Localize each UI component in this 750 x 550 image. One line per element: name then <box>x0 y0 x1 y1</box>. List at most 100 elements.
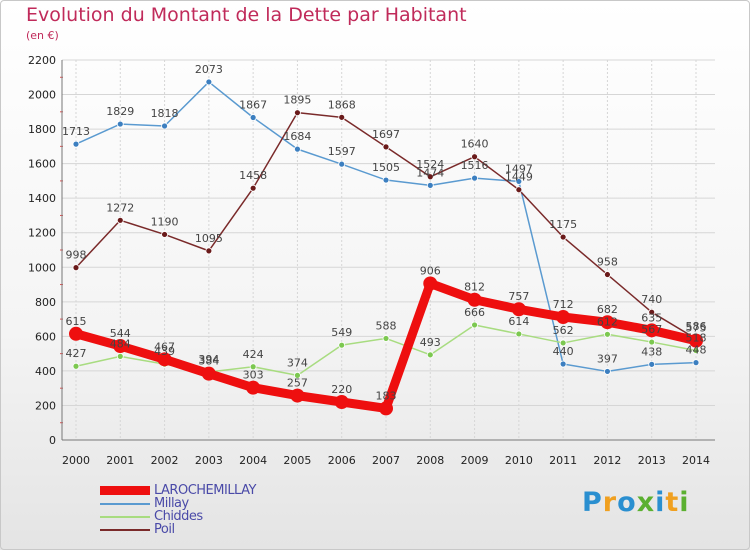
data-point <box>600 315 615 330</box>
data-point <box>511 302 526 317</box>
x-tick-label: 2013 <box>638 454 666 467</box>
data-point <box>69 326 83 341</box>
data-point <box>382 335 390 342</box>
legend-swatch <box>100 515 150 518</box>
data-label: 906 <box>420 265 441 278</box>
data-label: 682 <box>597 303 618 316</box>
data-label: 1458 <box>239 169 267 182</box>
data-point <box>515 330 523 338</box>
logo-letter: x <box>636 487 656 518</box>
x-tick-label: 2002 <box>151 454 179 467</box>
y-tick-label: 1400 <box>28 192 56 205</box>
legend-item: Chiddes <box>100 510 256 523</box>
data-label: 567 <box>641 323 662 336</box>
logo-letter: i <box>655 487 666 518</box>
data-point <box>246 380 261 395</box>
line-chart: 0 200 400 600 800 1000 1200 1400 1600 1800 2000 220… <box>28 54 715 467</box>
data-point <box>338 113 346 121</box>
data-point <box>559 360 567 368</box>
data-label: 518 <box>686 332 707 345</box>
data-label: 666 <box>464 306 485 319</box>
data-label: 612 <box>597 315 618 328</box>
data-point <box>249 114 257 121</box>
data-label: 1684 <box>283 130 311 143</box>
axes <box>60 60 715 441</box>
data-point <box>249 184 257 192</box>
legend-swatch <box>100 486 150 495</box>
data-point <box>426 351 434 359</box>
data-label: 1818 <box>151 107 179 120</box>
data-point <box>116 352 124 360</box>
y-tick-label: 400 <box>35 365 56 378</box>
data-point <box>471 153 478 161</box>
x-tick-label: 2010 <box>505 454 533 467</box>
data-point <box>648 308 656 316</box>
series-layer <box>69 78 703 416</box>
data-point <box>515 178 523 185</box>
data-label: 2073 <box>195 63 223 76</box>
y-tick-label: 0 <box>49 434 56 447</box>
data-label: 1713 <box>62 125 90 138</box>
data-point <box>161 122 168 130</box>
data-label: 1868 <box>328 98 356 111</box>
data-point <box>471 321 478 329</box>
data-label: 397 <box>597 352 618 365</box>
data-point <box>426 173 434 181</box>
data-label: 467 <box>154 340 175 353</box>
y-tick-label: 1200 <box>28 227 56 240</box>
legend-label: Millay <box>154 496 189 511</box>
y-tick-label: 2000 <box>28 89 56 102</box>
data-label: 220 <box>331 383 352 396</box>
data-label: 424 <box>243 348 264 361</box>
data-label: 427 <box>66 347 87 360</box>
data-point <box>116 216 124 224</box>
data-label: 562 <box>553 324 574 337</box>
data-label: 484 <box>110 337 131 350</box>
data-point <box>515 186 523 194</box>
x-tick-label: 2001 <box>106 454 134 467</box>
data-label: 586 <box>686 320 707 333</box>
data-label: 812 <box>464 281 485 294</box>
y-tick-label: 600 <box>35 330 56 343</box>
data-label: 1516 <box>461 159 489 172</box>
data-label: 257 <box>287 377 308 390</box>
legend-label: LAROCHEMILLAY <box>154 483 256 498</box>
data-point <box>604 271 611 278</box>
x-tick-label: 2005 <box>283 454 311 467</box>
data-label: 1272 <box>106 201 134 214</box>
logo-letter: P <box>582 487 603 518</box>
data-label: 374 <box>287 356 308 369</box>
data-label: 448 <box>686 344 707 357</box>
data-point <box>72 264 80 272</box>
x-tick-label: 2003 <box>195 454 223 467</box>
data-point <box>205 78 213 86</box>
x-tick-label: 2009 <box>461 454 489 467</box>
x-tick-label: 2007 <box>372 454 400 467</box>
data-point <box>471 174 478 182</box>
data-point <box>205 247 213 255</box>
x-axis-ticks: 2000 2001 2002 2003 2004 2005 2006 2007 2008 2009… <box>62 454 710 467</box>
legend-item: LAROCHEMILLAY <box>100 484 256 497</box>
y-tick-label: 200 <box>35 399 56 412</box>
data-label: 1867 <box>239 99 267 112</box>
data-label: 712 <box>553 298 574 311</box>
data-label: 1175 <box>549 218 577 231</box>
logo-letter: i <box>679 487 690 518</box>
data-label: 394 <box>198 353 219 366</box>
logo-letter: t <box>665 487 680 518</box>
data-point <box>72 140 80 148</box>
data-label: 1505 <box>372 161 400 174</box>
data-label: 1497 <box>505 162 533 175</box>
data-label: 1640 <box>461 138 489 151</box>
data-point <box>338 341 346 349</box>
data-point <box>113 339 128 354</box>
data-label: 757 <box>508 290 529 303</box>
legend-swatch <box>100 502 150 505</box>
data-label: 440 <box>553 345 574 358</box>
x-tick-label: 2000 <box>62 454 90 467</box>
data-label: 493 <box>420 336 441 349</box>
data-point <box>294 145 301 153</box>
data-label: 1449 <box>505 171 533 184</box>
x-tick-label: 2014 <box>682 454 710 467</box>
data-label: 740 <box>641 293 662 306</box>
